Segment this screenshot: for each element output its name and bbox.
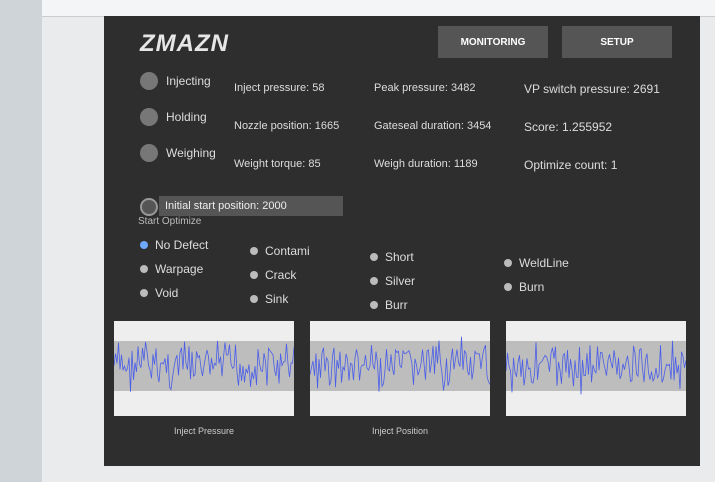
metric: Optimize count: 1 (524, 158, 617, 172)
metric-label: Peak pressure: (374, 82, 448, 94)
radio (504, 283, 512, 291)
metric: Gateseal duration: 3454 (374, 120, 491, 132)
option-label: WeldLine (519, 256, 569, 270)
metric-value: 1665 (314, 120, 340, 132)
metric-label: Gateseal duration: (374, 120, 464, 132)
monitoring-button[interactable]: MONITORING (438, 26, 548, 58)
defect-option[interactable]: Contami (250, 244, 310, 258)
defect-option[interactable]: Burr (370, 298, 408, 312)
radio (250, 247, 258, 255)
metric: Nozzle position: 1665 (234, 120, 339, 132)
start-button[interactable] (140, 198, 158, 216)
status-label: Holding (166, 110, 207, 124)
app-screen: ZMAZN MONITORING SETUP Initial start pos… (104, 16, 700, 466)
defect-option[interactable]: Sink (250, 292, 288, 306)
defect-option[interactable]: Warpage (140, 262, 203, 276)
defect-option[interactable]: WeldLine (504, 256, 569, 270)
start-position-input[interactable]: Initial start position: 2000 (159, 196, 343, 216)
metric-label: VP switch pressure: (524, 82, 630, 96)
option-label: Warpage (155, 262, 204, 276)
radio (250, 271, 258, 279)
radio (370, 253, 378, 261)
metric-value: 3482 (451, 82, 476, 94)
radio (250, 295, 258, 303)
option-label: Burr (385, 298, 408, 312)
status-light (140, 144, 158, 162)
metric-label: Weight torque: (234, 158, 306, 170)
metric-label: Nozzle position: (234, 120, 312, 132)
metric-value: 3454 (466, 120, 492, 132)
defect-option[interactable]: No Defect (140, 238, 208, 252)
radio (370, 277, 378, 285)
metric-value: 1189 (453, 158, 478, 170)
metric-value: 2691 (633, 82, 660, 96)
waveform (506, 340, 686, 395)
option-label: Short (385, 250, 414, 264)
defect-option[interactable]: Short (370, 250, 414, 264)
metric: Weigh duration: 1189 (374, 158, 478, 170)
radio (370, 301, 378, 309)
defect-option[interactable]: Void (140, 286, 178, 300)
browser-bar (42, 0, 715, 17)
option-label: Sink (265, 292, 289, 306)
metric: Score: 1.255952 (524, 120, 612, 134)
logo: ZMAZN (140, 30, 229, 57)
metric-label: Inject pressure: (234, 82, 310, 94)
defect-option[interactable]: Burn (504, 280, 544, 294)
option-label: Contami (265, 244, 310, 258)
radio (140, 241, 148, 249)
metric: Peak pressure: 3482 (374, 82, 476, 94)
metric: Weight torque: 85 (234, 158, 321, 170)
setup-button[interactable]: SETUP (562, 26, 672, 58)
option-label: Silver (385, 274, 416, 288)
waveform-chart (114, 321, 294, 416)
status-label: Injecting (166, 74, 211, 88)
metric-label: Score: (524, 120, 559, 134)
metric-value: 85 (308, 158, 321, 170)
option-label: Burn (519, 280, 545, 294)
chart-caption: Inject Position (371, 426, 429, 436)
metric-value: 1 (610, 158, 618, 172)
radio (504, 259, 512, 267)
metric: VP switch pressure: 2691 (524, 82, 660, 96)
radio (140, 289, 148, 297)
radio (140, 265, 148, 273)
defect-option[interactable]: Silver (370, 274, 415, 288)
status-light (140, 108, 158, 126)
option-label: Void (155, 286, 179, 300)
waveform (114, 340, 294, 392)
waveform-chart (506, 321, 686, 416)
chart-caption: Inject Pressure (173, 426, 235, 436)
status-label: Weighing (166, 146, 216, 160)
status-light (140, 72, 158, 90)
input-value: 2000 (262, 200, 287, 212)
metric-label: Weigh duration: (374, 158, 451, 170)
optimize-title: Start Optimize (138, 216, 202, 227)
waveform (310, 336, 490, 392)
metric-value: 1.255952 (562, 120, 613, 134)
option-label: Crack (265, 268, 297, 282)
waveform-chart (310, 321, 490, 416)
input-label: Initial start position: (165, 200, 260, 212)
defect-option[interactable]: Crack (250, 268, 296, 282)
metric: Inject pressure: 58 (234, 82, 325, 94)
option-label: No Defect (155, 238, 209, 252)
metric-label: Optimize count: (524, 158, 608, 172)
metric-value: 58 (312, 82, 325, 94)
